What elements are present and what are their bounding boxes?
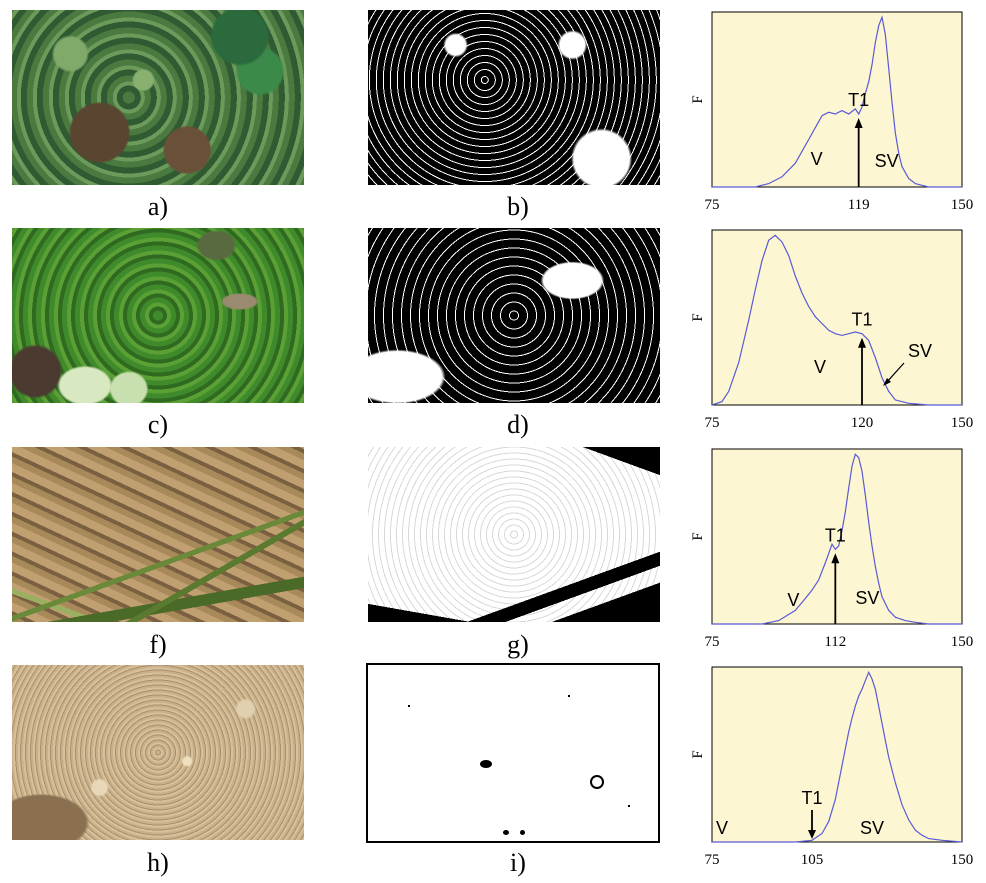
label-sv: SV bbox=[875, 151, 899, 171]
x-tick-label: 150 bbox=[951, 852, 974, 868]
histogram-2: F 75 120 150 T1 V SV bbox=[690, 229, 974, 431]
photo-f bbox=[12, 447, 304, 622]
caption-i: i) bbox=[510, 848, 526, 877]
threshold-label: T1 bbox=[851, 310, 872, 330]
x-tick-label: 75 bbox=[705, 634, 720, 650]
threshold-arrowhead bbox=[854, 118, 863, 129]
threshold-label: T1 bbox=[801, 788, 822, 808]
sv-pointer bbox=[885, 362, 905, 384]
x-tick-label: 75 bbox=[705, 197, 720, 213]
caption-b: b) bbox=[507, 192, 529, 221]
series-line bbox=[712, 15, 962, 188]
x-tick-label: 150 bbox=[951, 634, 974, 650]
label-v: V bbox=[811, 149, 823, 169]
histogram-1: F 75 119 150 T1 V SV bbox=[690, 11, 974, 213]
binary-i bbox=[366, 663, 660, 843]
x-tick-label: 75 bbox=[705, 852, 720, 868]
y-axis-label: F bbox=[690, 95, 706, 103]
x-tick-label: 112 bbox=[824, 634, 846, 650]
label-v: V bbox=[787, 590, 799, 610]
photo-h bbox=[12, 665, 304, 840]
binary-g bbox=[368, 447, 660, 622]
x-tick-label: 150 bbox=[951, 197, 974, 213]
caption-g: g) bbox=[507, 630, 529, 659]
label-sv: SV bbox=[908, 341, 932, 361]
caption-a: a) bbox=[147, 192, 169, 221]
binary-d bbox=[368, 228, 660, 403]
binary-b bbox=[368, 10, 660, 185]
x-tick-label: 150 bbox=[951, 415, 974, 431]
caption-d: d) bbox=[507, 410, 529, 439]
series-line bbox=[711, 234, 962, 406]
caption-h: h) bbox=[147, 848, 169, 877]
series-line bbox=[712, 670, 963, 843]
photo-c bbox=[12, 228, 304, 403]
threshold-arrowhead bbox=[858, 337, 866, 348]
x-tick-label: 75 bbox=[705, 415, 720, 431]
label-v: V bbox=[716, 818, 728, 838]
threshold-label: T1 bbox=[825, 525, 846, 545]
threshold-label: T1 bbox=[848, 90, 869, 110]
photo-a bbox=[12, 10, 304, 185]
series-line bbox=[712, 453, 962, 625]
x-tick-label: 120 bbox=[851, 415, 874, 431]
histogram-3: F 75 112 150 T1 V SV bbox=[690, 448, 974, 650]
x-tick-label: 119 bbox=[848, 197, 870, 213]
plot-area bbox=[711, 11, 963, 188]
caption-f: f) bbox=[149, 630, 167, 659]
label-sv: SV bbox=[860, 818, 884, 838]
threshold-arrowhead bbox=[808, 830, 816, 839]
caption-c: c) bbox=[147, 410, 169, 439]
y-axis-label: F bbox=[690, 532, 706, 540]
plot-area bbox=[711, 229, 963, 406]
plot-area bbox=[711, 666, 963, 843]
sv-pointer-head bbox=[883, 378, 891, 386]
label-v: V bbox=[814, 357, 826, 377]
histogram-4: F 75 105 150 T1 V SV bbox=[690, 666, 974, 868]
plot-area bbox=[711, 448, 963, 625]
y-axis-label: F bbox=[690, 750, 706, 758]
threshold-arrowhead bbox=[831, 553, 840, 564]
label-sv: SV bbox=[855, 588, 879, 608]
x-tick-label: 105 bbox=[801, 852, 824, 868]
y-axis-label: F bbox=[690, 313, 706, 321]
